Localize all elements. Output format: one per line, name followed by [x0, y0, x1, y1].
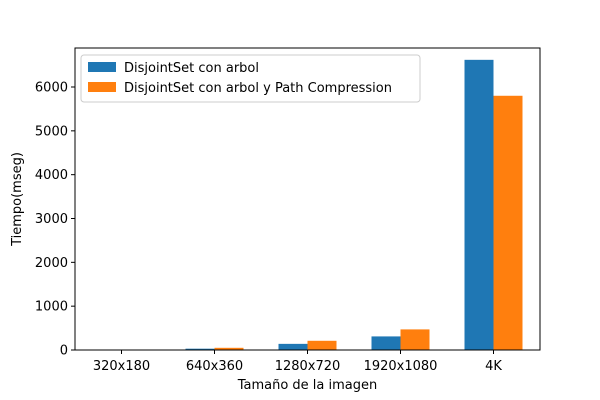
x-tick-label: 320x180: [93, 359, 150, 374]
y-tick-label: 0: [60, 344, 68, 359]
bar-2-640x360: [214, 347, 244, 350]
y-tick-label: 4000: [35, 168, 68, 183]
bar-1-1920x1080: [371, 336, 401, 350]
x-tick-label: 1280x720: [275, 359, 341, 374]
bar-2-1920x1080: [400, 329, 430, 350]
legend: DisjointSet con arbol DisjointSet con ar…: [80, 54, 421, 103]
x-tick-label: 1920x1080: [364, 359, 438, 374]
y-axis: 0 1000 2000 3000 4000 5000 6000: [35, 81, 75, 359]
y-tick-label: 6000: [35, 81, 68, 96]
legend-label-series-2: DisjointSet con arbol y Path Compression: [124, 81, 392, 96]
x-tick-label: 4K: [485, 359, 502, 374]
legend-label-series-1: DisjointSet con arbol: [124, 61, 259, 76]
y-tick-label: 5000: [35, 124, 68, 139]
y-tick-label: 2000: [35, 256, 68, 271]
x-tick-label: 640x360: [186, 359, 243, 374]
y-tick-label: 1000: [35, 300, 68, 315]
y-tick-label: 3000: [35, 212, 68, 227]
bars-group: [92, 59, 523, 351]
plot-frame: [74, 47, 541, 351]
x-axis: 320x180 640x360 1280x720 1920x1080 4K: [93, 350, 502, 374]
legend-frame: [80, 54, 421, 103]
y-axis-title: Tiempo(mseg): [10, 152, 25, 247]
bar-2-1280x720: [307, 340, 337, 350]
bar-2-4K: [493, 95, 523, 350]
legend-swatch-series-2: [88, 82, 116, 92]
bar-1-1280x720: [278, 343, 308, 350]
x-axis-title: Tamaño de la imagen: [237, 378, 378, 393]
bar-1-640x360: [185, 348, 215, 350]
legend-swatch-series-1: [88, 62, 116, 72]
bar-1-4K: [464, 59, 494, 351]
